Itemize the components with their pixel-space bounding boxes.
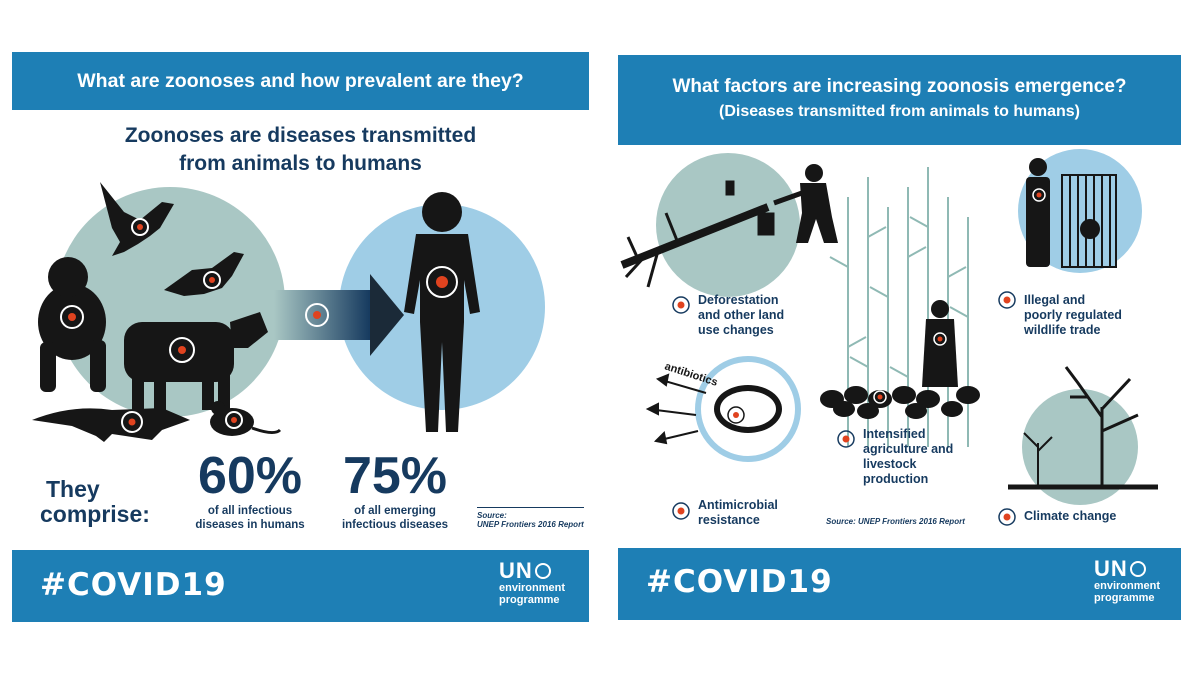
left-logo-line2: programme <box>499 594 560 606</box>
antimicrobial-line1: Antimicrobial <box>698 498 778 512</box>
wildlife-line2: poorly regulated <box>1024 308 1122 322</box>
right-hashtag: #COVID19 <box>646 564 833 600</box>
wildlife-line1: Illegal and <box>1024 293 1086 307</box>
stat-75-line1: of all emerging <box>354 505 436 517</box>
factor-climate: Climate change <box>1024 509 1116 524</box>
chickens-icon <box>820 386 980 419</box>
right-header-line2: (Diseases transmitted from animals to hu… <box>719 103 1080 120</box>
left-source-text: UNEP Frontiers 2016 Report <box>477 520 584 529</box>
felled-tree-icon <box>620 180 775 288</box>
bat-silhouette <box>164 252 244 296</box>
left-un-mark: UN <box>499 560 565 582</box>
factors-illustration: antibiotics <box>620 149 1158 526</box>
bird-silhouette <box>100 182 174 256</box>
stat-75-value: 75% <box>342 447 448 505</box>
left-source: Source: UNEP Frontiers 2016 Report <box>477 507 584 529</box>
climate-line1: Climate change <box>1024 509 1117 523</box>
right-un-emblem-icon <box>1129 561 1146 577</box>
left-un-emblem-icon <box>534 563 551 579</box>
left-subtitle-line2: from animals to humans <box>179 152 422 175</box>
right-logo-line2: programme <box>1094 592 1155 604</box>
right-infographic: What factors are increasing zoonosis eme… <box>618 55 1181 620</box>
left-footer: #COVID19 UN environment programme <box>12 550 589 622</box>
agriculture-line2: agriculture and <box>863 442 954 456</box>
stat-60-value: 60% <box>197 447 303 505</box>
trader-silhouette <box>1026 158 1050 267</box>
left-source-label: Source: <box>477 511 507 520</box>
transmission-arrow <box>274 274 404 356</box>
dead-tree-icon <box>1023 366 1139 487</box>
right-un-mark: UN <box>1094 558 1160 580</box>
climate-target-icon <box>998 508 1016 526</box>
right-header: What factors are increasing zoonosis eme… <box>618 55 1181 145</box>
civet-silhouette <box>32 408 190 442</box>
agriculture-line4: production <box>863 472 929 486</box>
right-footer: #COVID19 UN environment programme <box>618 548 1181 620</box>
factor-deforestation: Deforestation and other land use changes <box>698 293 784 338</box>
left-header: What are zoonoses and how prevalent are … <box>12 52 589 110</box>
factor-wildlife-trade: Illegal and poorly regulated wildlife tr… <box>1024 293 1122 338</box>
antimicrobial-target-icon <box>672 502 690 520</box>
left-logo-line1: environment <box>499 582 566 594</box>
right-logo-line1: environment <box>1094 580 1161 592</box>
deforestation-line1: Deforestation <box>698 293 779 307</box>
stat-75: 75% of all emerging infectious diseases <box>320 448 470 532</box>
right-source: Source: UNEP Frontiers 2016 Report <box>826 517 965 526</box>
factor-agriculture: Intensified agriculture and livestock pr… <box>863 427 953 487</box>
farmer-silhouette <box>922 300 958 387</box>
stat-60-line2: diseases in humans <box>195 519 305 531</box>
wildlife-target-icon <box>998 291 1016 309</box>
antimicrobial-line2: resistance <box>698 513 760 527</box>
agriculture-line3: livestock <box>863 457 917 471</box>
chimpanzee-silhouette <box>38 257 106 392</box>
stat-60: 60% of all infectious diseases in humans <box>180 448 320 532</box>
agriculture-line1: Intensified <box>863 427 926 441</box>
stat-75-line2: infectious diseases <box>341 519 449 531</box>
they-comprise-label: They comprise: <box>40 477 150 527</box>
zoonosis-illustration <box>32 182 545 442</box>
left-infographic: What are zoonoses and how prevalent are … <box>12 52 589 622</box>
right-un-logo: UN environment programme <box>1094 558 1161 605</box>
cow-silhouette <box>124 312 268 412</box>
climate-circle <box>1022 389 1138 505</box>
human-silhouette <box>404 192 480 432</box>
right-header-line1: What factors are increasing zoonosis eme… <box>672 76 1127 97</box>
they-label: They <box>46 476 100 502</box>
stat-60-line1: of all infectious <box>207 505 293 517</box>
antibiotics-label: antibiotics <box>663 360 719 388</box>
wildlife-line3: wildlife trade <box>1024 323 1101 337</box>
left-hashtag: #COVID19 <box>40 567 227 603</box>
lumberjack-silhouette <box>773 164 838 243</box>
right-un-text: UN <box>1094 556 1128 581</box>
deforestation-line3: use changes <box>698 323 774 337</box>
agriculture-target-icon <box>837 430 855 448</box>
factor-antimicrobial: Antimicrobial resistance <box>698 498 778 528</box>
cage-icon <box>1061 174 1117 268</box>
left-un-logo: UN environment programme <box>499 560 566 607</box>
bacterium-icon <box>714 385 782 433</box>
deforestation-target-icon <box>672 296 690 314</box>
left-subtitle-line1: Zoonoses are diseases transmitted <box>124 124 477 147</box>
deforestation-line2: and other land <box>698 308 785 322</box>
left-un-text: UN <box>499 558 533 583</box>
corn-field-icon <box>829 167 969 447</box>
comprise-label: comprise: <box>40 501 150 527</box>
rat-silhouette <box>210 401 282 436</box>
antibiotic-arrows-icon <box>645 373 707 445</box>
left-subtitle: Zoonoses are diseases transmitted from a… <box>12 122 589 178</box>
